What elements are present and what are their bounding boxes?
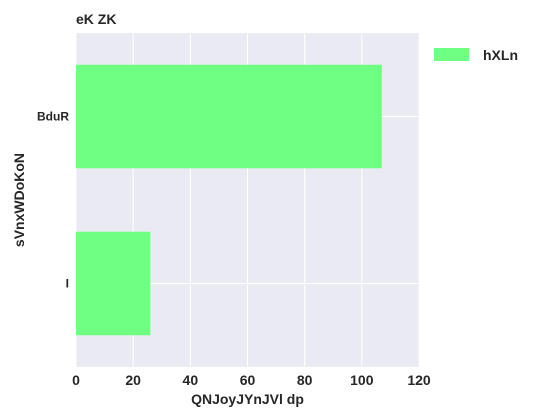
bar bbox=[76, 231, 151, 336]
legend-label: hXLn bbox=[483, 47, 518, 63]
y-axis-label: sVnxWDoKoN bbox=[11, 153, 27, 247]
x-tick-label: 40 bbox=[183, 372, 199, 388]
x-tick-label: 0 bbox=[72, 372, 80, 388]
x-tick-label: 20 bbox=[125, 372, 141, 388]
x-axis-ticks: 0 20 40 60 80 100 120 bbox=[72, 372, 431, 388]
legend: hXLn bbox=[434, 47, 518, 63]
x-tick-label: 80 bbox=[297, 372, 313, 388]
bars bbox=[76, 64, 382, 336]
x-tick-label: 100 bbox=[350, 372, 374, 388]
x-tick-label: 60 bbox=[240, 372, 256, 388]
legend-swatch bbox=[434, 48, 469, 61]
x-tick-label: 120 bbox=[407, 372, 431, 388]
y-tick-label: BduR bbox=[37, 110, 69, 124]
x-axis-label: QNJoyJYnJVl dp bbox=[191, 391, 304, 407]
chart-title: eK ZK bbox=[76, 11, 116, 27]
bar bbox=[76, 64, 382, 169]
y-tick-label: I bbox=[66, 277, 69, 291]
y-axis-ticks: BduR I bbox=[37, 110, 69, 291]
